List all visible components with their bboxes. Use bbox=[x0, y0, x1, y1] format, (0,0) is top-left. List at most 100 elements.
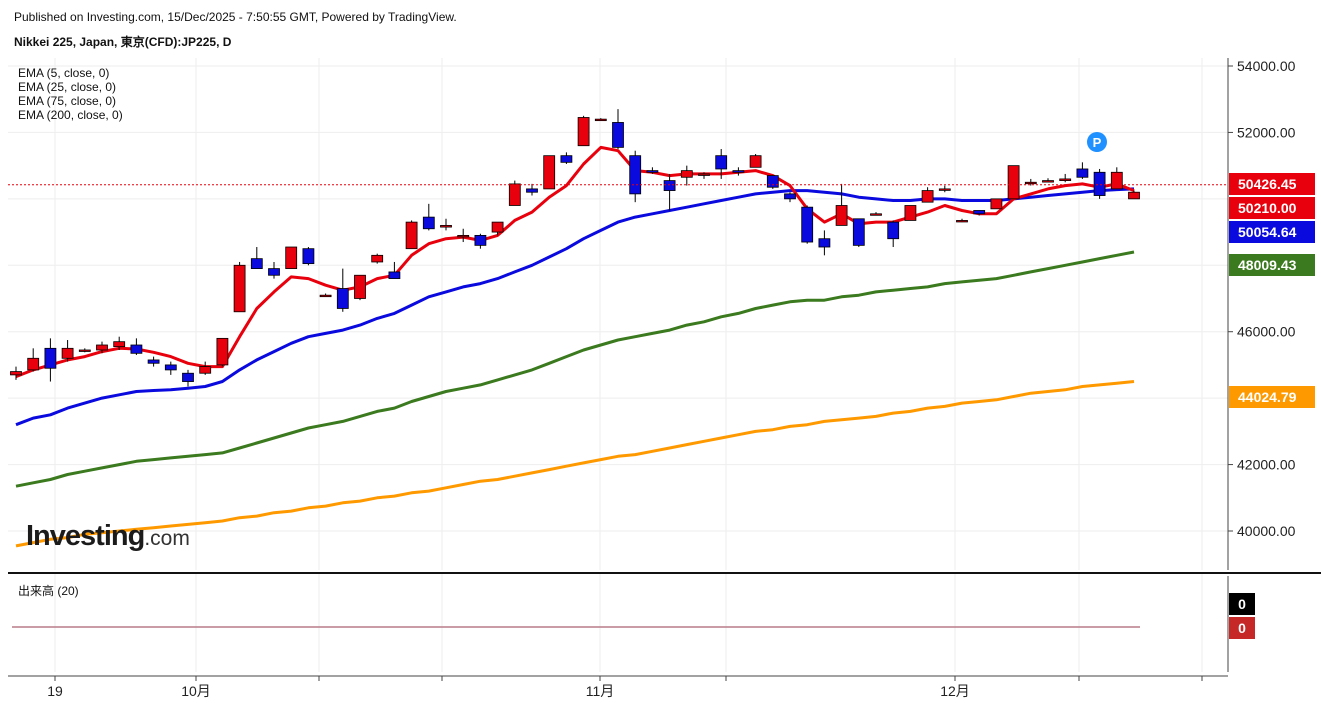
candle-body bbox=[973, 210, 986, 215]
candle bbox=[405, 220, 418, 250]
candle-body bbox=[887, 221, 900, 240]
candle-body bbox=[1110, 171, 1123, 190]
candle-body bbox=[336, 288, 349, 309]
candle bbox=[233, 261, 246, 313]
p-marker[interactable]: P bbox=[1087, 132, 1107, 152]
legend-ema75[interactable]: EMA (75, close, 0) bbox=[18, 94, 117, 108]
candle-body bbox=[1007, 165, 1020, 200]
candle bbox=[715, 149, 728, 179]
candle-body bbox=[680, 170, 693, 178]
candle-body bbox=[594, 118, 607, 122]
price-label: 50054.64 bbox=[1229, 221, 1315, 243]
volume-value-label: 0 bbox=[1229, 617, 1255, 639]
volume-value-label: 0 bbox=[1229, 593, 1255, 615]
ema200-line bbox=[15, 380, 1135, 548]
candle bbox=[44, 338, 57, 382]
candle-body bbox=[285, 246, 298, 270]
candle-body bbox=[749, 155, 762, 168]
candle bbox=[801, 205, 814, 244]
candle bbox=[1076, 162, 1089, 179]
candle-body bbox=[457, 234, 470, 238]
candle bbox=[96, 341, 108, 354]
candle bbox=[1059, 173, 1072, 183]
candle bbox=[302, 247, 315, 266]
price-label-text: 48009.43 bbox=[1238, 257, 1297, 273]
candle-body bbox=[147, 359, 160, 364]
x-tick-label: 12月 bbox=[940, 683, 970, 699]
y-tick-label: 42000.00 bbox=[1237, 457, 1296, 473]
candle-body bbox=[96, 344, 108, 351]
candle-body bbox=[612, 122, 624, 148]
legend-ema25[interactable]: EMA (25, close, 0) bbox=[18, 80, 117, 94]
gridlines bbox=[8, 58, 1228, 672]
candle bbox=[130, 338, 143, 355]
candle bbox=[732, 167, 745, 176]
candle-body bbox=[1093, 171, 1106, 196]
candle bbox=[680, 165, 693, 186]
candle-body bbox=[354, 274, 366, 299]
price-label-text: 44024.79 bbox=[1238, 389, 1297, 405]
candle-body bbox=[422, 216, 435, 230]
candle bbox=[594, 118, 607, 122]
candle-body bbox=[852, 218, 865, 246]
candle bbox=[612, 109, 624, 150]
candle bbox=[904, 205, 917, 221]
candle bbox=[1128, 190, 1140, 200]
candle-body bbox=[870, 213, 882, 216]
x-tick-label: 10月 bbox=[181, 683, 211, 699]
candle bbox=[577, 115, 590, 147]
candle bbox=[990, 198, 1003, 210]
candle-body bbox=[818, 238, 831, 248]
candle bbox=[749, 154, 762, 168]
candle bbox=[371, 253, 384, 264]
candle-body bbox=[732, 170, 745, 173]
candle-body bbox=[250, 258, 263, 270]
candle-body bbox=[1076, 168, 1089, 178]
legend-ema5[interactable]: EMA (5, close, 0) bbox=[18, 66, 110, 80]
candle bbox=[440, 218, 452, 231]
volume-label-text: 0 bbox=[1238, 620, 1246, 636]
legend-ema200[interactable]: EMA (200, close, 0) bbox=[18, 108, 123, 122]
volume-label[interactable]: 出来高 (20) bbox=[18, 584, 79, 598]
candle bbox=[319, 293, 332, 298]
candle-body bbox=[113, 341, 126, 348]
y-tick-label: 54000.00 bbox=[1237, 58, 1296, 74]
candle bbox=[1110, 167, 1123, 190]
candle-body bbox=[302, 248, 315, 265]
candle-body bbox=[956, 220, 968, 223]
candle-body bbox=[1024, 181, 1037, 185]
candle-body bbox=[766, 175, 779, 188]
candlesticks bbox=[10, 109, 1140, 387]
ema-lines bbox=[15, 145, 1135, 548]
candle bbox=[921, 187, 934, 203]
candle-body bbox=[268, 268, 280, 276]
candle bbox=[147, 356, 160, 367]
candle-body bbox=[1059, 178, 1072, 181]
logo-main: Investing bbox=[26, 520, 145, 552]
price-label-bg bbox=[1229, 197, 1315, 219]
candle bbox=[646, 167, 659, 174]
p-marker-circle bbox=[1087, 132, 1107, 152]
ema75-line bbox=[15, 250, 1135, 488]
investing-logo: Investing.com bbox=[26, 520, 190, 553]
candle-body bbox=[577, 117, 590, 147]
candle bbox=[956, 218, 968, 223]
candle-body bbox=[801, 206, 814, 243]
candle-body bbox=[61, 347, 74, 359]
candle bbox=[852, 218, 865, 248]
price-labels: 50426.45 50210.00 50054.64 48009.43 44024.79 bbox=[1229, 173, 1315, 408]
candle bbox=[938, 185, 951, 193]
candle bbox=[10, 366, 22, 380]
candle-body bbox=[698, 173, 710, 176]
candle bbox=[870, 212, 882, 216]
candle bbox=[973, 210, 986, 216]
candle bbox=[1093, 168, 1106, 199]
candle-body bbox=[835, 205, 848, 226]
candle-body bbox=[388, 271, 401, 279]
candle-body bbox=[405, 221, 418, 250]
candle bbox=[61, 340, 74, 362]
candle-body bbox=[130, 344, 143, 354]
candle bbox=[113, 336, 126, 350]
candle-body bbox=[319, 294, 332, 298]
candle bbox=[164, 361, 177, 375]
